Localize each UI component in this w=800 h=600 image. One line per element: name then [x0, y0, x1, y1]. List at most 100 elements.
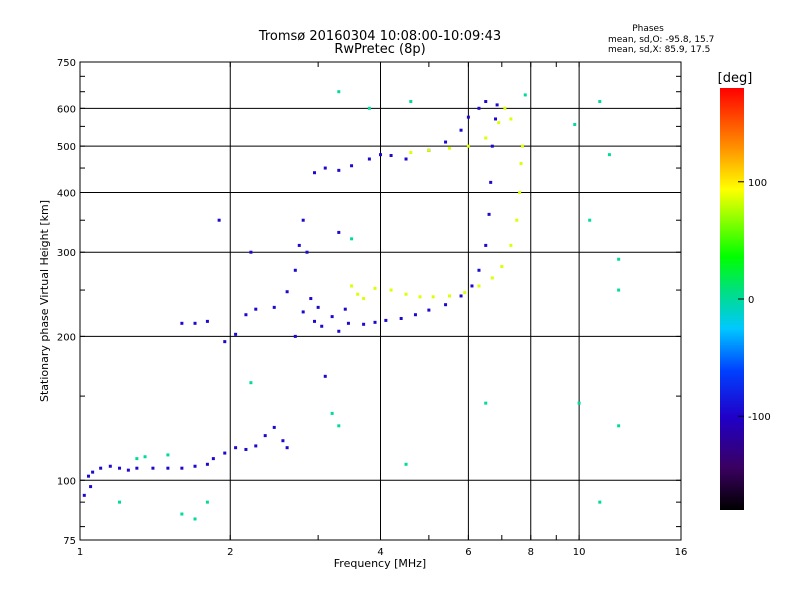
data-point-X [448, 146, 452, 150]
data-point-X [389, 288, 393, 292]
data-point-X [520, 144, 524, 148]
data-point-X [466, 144, 470, 148]
data-point-scattered [598, 500, 602, 504]
data-point-scattered [135, 457, 139, 461]
data-point-O [477, 268, 481, 272]
data-point-X [518, 190, 522, 194]
data-point-O [87, 474, 91, 478]
data-point-O [316, 305, 320, 309]
data-point-O [151, 466, 155, 470]
data-point-O [234, 446, 238, 450]
data-point-scattered [617, 288, 621, 292]
data-point-O [477, 106, 481, 110]
data-point-O [312, 319, 316, 323]
data-point-scattered [617, 424, 621, 428]
data-point-scattered [523, 93, 527, 97]
data-point-scattered [205, 500, 209, 504]
data-point-O [444, 140, 448, 144]
data-point-scattered [404, 462, 408, 466]
data-point-O [337, 329, 341, 333]
data-point-X [418, 295, 422, 299]
data-point-O [234, 332, 238, 336]
data-point-scattered [588, 218, 592, 222]
phases-line-o: mean, sd,O: -95.8, 15.7 [608, 35, 714, 45]
data-point-O [285, 446, 289, 450]
data-point-O [494, 117, 498, 121]
x-axis-label: Frequency [MHz] [334, 557, 426, 570]
data-point-scattered [337, 424, 341, 428]
data-point-O [217, 218, 221, 222]
phases-line-x: mean, sd,X: 85.9, 17.5 [608, 45, 710, 55]
data-point-O [166, 466, 170, 470]
data-point-O [343, 307, 347, 311]
grid-lines [80, 62, 681, 540]
data-point-X [519, 161, 523, 165]
data-point-O [223, 340, 227, 344]
data-point-scattered [118, 500, 122, 504]
data-point-O [350, 164, 354, 168]
y-tick-label: 600 [57, 104, 76, 115]
data-point-scattered [180, 512, 184, 516]
data-point-O [399, 316, 403, 320]
data-point-O [495, 103, 499, 107]
data-point-O [444, 303, 448, 307]
data-point-X [500, 265, 504, 269]
data-point-O [205, 462, 209, 466]
y-axis-label: Stationary phase Virtual Height [km] [38, 200, 51, 402]
data-point-O [263, 434, 267, 438]
axis-ticks: 1 2 4 6 8 10 16 75 100 200 300 400 500 600 750 [57, 58, 687, 558]
data-point-O [427, 308, 431, 312]
data-point-X [448, 294, 452, 298]
data-point-X [373, 286, 377, 290]
data-point-O [320, 324, 324, 328]
data-point-O [281, 439, 285, 443]
data-point-X [362, 297, 366, 301]
data-point-O [180, 466, 184, 470]
data-point-O [193, 321, 197, 325]
data-point-O [99, 466, 103, 470]
data-point-O [490, 144, 494, 148]
data-point-X [503, 106, 507, 110]
data-point-X [350, 284, 354, 288]
data-point-O [293, 268, 297, 272]
data-point-scattered [577, 401, 581, 405]
data-point-X [409, 150, 413, 154]
data-point-O [362, 322, 366, 326]
y-tick-label: 100 [57, 476, 76, 487]
data-point-O [118, 466, 122, 470]
colorbar-label: [deg] [718, 71, 753, 86]
data-point-O [312, 171, 316, 175]
chart-subtitle: RwPretec (8p) [334, 42, 425, 57]
colorbar-tick-label: -100 [748, 412, 771, 423]
x-tick-label: 10 [573, 547, 586, 558]
data-point-scattered [484, 401, 488, 405]
data-point-O [249, 250, 253, 254]
y-tick-label: 400 [57, 188, 76, 199]
x-tick-label: 1 [77, 547, 83, 558]
data-point-X [477, 284, 481, 288]
data-point-O [404, 157, 408, 161]
data-point-O [293, 334, 297, 338]
colorbar-tick-label: 0 [748, 295, 754, 306]
data-point-O [337, 230, 341, 234]
data-point-O [272, 425, 276, 429]
data-point-X [484, 136, 488, 140]
data-point-O [330, 315, 334, 319]
data-point-O [180, 321, 184, 325]
data-points [82, 90, 621, 521]
data-point-scattered [193, 517, 197, 521]
data-point-scattered [337, 90, 341, 94]
data-point-O [459, 294, 463, 298]
data-point-O [323, 374, 327, 378]
data-point-X [509, 243, 513, 247]
x-tick-label: 8 [528, 547, 534, 558]
data-point-O [135, 466, 139, 470]
data-point-O [309, 297, 313, 301]
data-point-O [223, 451, 227, 455]
data-point-O [346, 321, 350, 325]
data-point-scattered [409, 100, 413, 104]
data-point-O [193, 464, 197, 468]
data-point-O [373, 320, 377, 324]
data-point-O [367, 157, 371, 161]
x-tick-label: 16 [675, 547, 688, 558]
